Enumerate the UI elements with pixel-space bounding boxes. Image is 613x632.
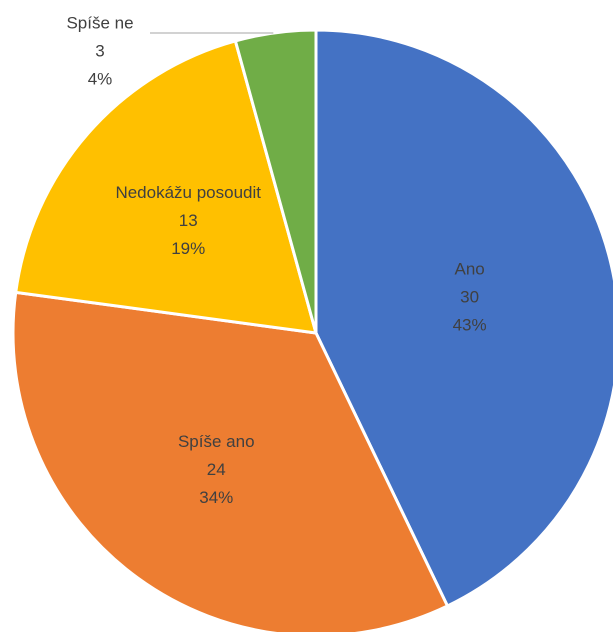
slice-percent: 19% xyxy=(171,239,205,258)
pie-slice xyxy=(233,28,318,334)
slice-value: 30 xyxy=(460,287,479,306)
slice-value: 3 xyxy=(95,41,104,60)
slice-label: Ano xyxy=(454,259,484,278)
pie-slice xyxy=(314,28,613,608)
pie-slice xyxy=(14,39,319,335)
slice-percent: 4% xyxy=(88,69,113,88)
slice-label: Spíše ano xyxy=(178,432,255,451)
slice-percent: 43% xyxy=(453,315,487,334)
slice-value: 24 xyxy=(207,460,226,479)
slice-percent: 34% xyxy=(199,488,233,507)
pie-slice xyxy=(11,290,450,632)
slice-value: 13 xyxy=(179,211,198,230)
slice-label: Spíše ne xyxy=(66,13,133,32)
slice-label: Nedokážu posoudit xyxy=(115,183,261,202)
